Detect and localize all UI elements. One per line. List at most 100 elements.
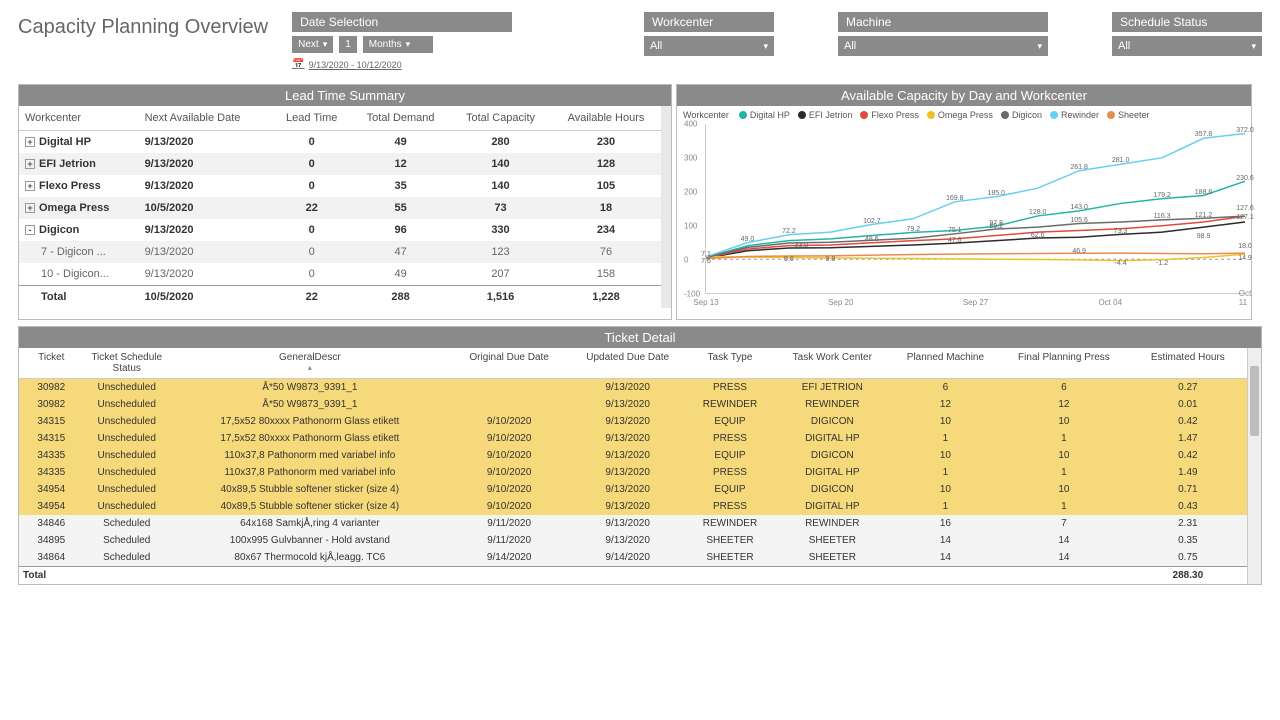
chart-title: Available Capacity by Day and Workcenter: [677, 85, 1251, 106]
chart-data-label: 14.9: [1238, 255, 1252, 262]
lead-row[interactable]: 7 - Digicon ...9/13/202004712376: [19, 241, 661, 263]
legend-item[interactable]: EFI Jetrion: [798, 110, 853, 120]
lead-scrollbar[interactable]: [661, 106, 671, 308]
date-selection-label: Date Selection: [292, 12, 512, 32]
ticket-row[interactable]: 34315Unscheduled17,5x52 80xxxx Pathonorm…: [19, 413, 1247, 430]
expand-icon[interactable]: +: [25, 137, 35, 147]
legend-item[interactable]: Digicon: [1001, 110, 1042, 120]
legend-item[interactable]: Rewinder: [1050, 110, 1099, 120]
calendar-icon: 📅: [292, 59, 304, 70]
ticket-row[interactable]: 34954Unscheduled40x89,5 Stubble softener…: [19, 498, 1247, 515]
lead-time-summary-panel: Lead Time Summary WorkcenterNext Availab…: [18, 84, 672, 320]
chart-data-label: 127.1: [1236, 214, 1254, 221]
lead-total-row: Total10/5/2020222881,5161,228: [19, 286, 661, 309]
lead-col-header[interactable]: Lead Time: [272, 106, 351, 131]
chart-data-label: 116.3: [1154, 213, 1171, 220]
lead-row[interactable]: +EFI Jetrion9/13/2020012140128: [19, 153, 661, 175]
lead-row[interactable]: +Flexo Press9/13/2020035140105: [19, 175, 661, 197]
chart-data-label: 143.0: [1070, 204, 1088, 211]
chart-data-label: 9.6: [784, 256, 794, 263]
expand-icon[interactable]: -: [25, 225, 35, 235]
ticket-detail-title: Ticket Detail: [19, 327, 1261, 348]
ticket-detail-table: TicketTicket Schedule StatusGeneralDescr…: [19, 348, 1247, 584]
legend-swatch-icon: [798, 111, 806, 119]
chart-data-label: 261.8: [1070, 164, 1088, 171]
chart-data-label: 48.6: [865, 236, 879, 243]
ticket-col-header[interactable]: Task Work Center: [773, 348, 892, 379]
machine-filter: Machine All▾: [838, 12, 1048, 56]
ticket-row[interactable]: 34954Unscheduled40x89,5 Stubble softener…: [19, 481, 1247, 498]
workcenter-select[interactable]: All▾: [644, 36, 774, 56]
legend-item[interactable]: Digital HP: [739, 110, 790, 120]
legend-swatch-icon: [927, 111, 935, 119]
lead-row[interactable]: -Digicon9/13/2020096330234: [19, 219, 661, 241]
workcenter-label: Workcenter: [644, 12, 774, 32]
ticket-row[interactable]: 34864Scheduled80x67 Thermocold kjÅ,leagg…: [19, 549, 1247, 567]
expand-icon[interactable]: +: [25, 203, 35, 213]
ticket-col-header[interactable]: Planned Machine: [892, 348, 1000, 379]
ticket-col-header[interactable]: Ticket Schedule Status: [84, 348, 170, 379]
schedule-status-label: Schedule Status: [1112, 12, 1262, 32]
date-selection-filter: Date Selection Next▾ 1 Months▾ 📅9/13/202…: [292, 12, 512, 70]
chart-data-label: 46.9: [1072, 248, 1086, 255]
y-axis-label: 200: [684, 188, 697, 197]
ticket-col-header[interactable]: Estimated Hours: [1129, 348, 1248, 379]
ticket-col-header[interactable]: Ticket: [19, 348, 84, 379]
chart-data-label: 230.6: [1236, 175, 1254, 182]
legend-swatch-icon: [1050, 111, 1058, 119]
lead-col-header[interactable]: Total Demand: [351, 106, 450, 131]
ticket-col-header[interactable]: Updated Due Date: [568, 348, 687, 379]
ticket-row[interactable]: 30982UnscheduledÅ*50 W9873_9391_19/13/20…: [19, 396, 1247, 413]
chart-data-label: 169.8: [946, 195, 964, 202]
ticket-scrollbar[interactable]: [1247, 348, 1261, 584]
lead-col-header[interactable]: Workcenter: [19, 106, 139, 131]
schedule-status-select[interactable]: All▾: [1112, 36, 1262, 56]
chart-data-label: 72.2: [782, 228, 796, 235]
lead-col-header[interactable]: Available Hours: [551, 106, 661, 131]
chart-data-label: 372.0: [1236, 127, 1254, 134]
x-axis-label: Oct 11: [1239, 289, 1251, 307]
lead-row[interactable]: 10 - Digicon...9/13/2020049207158: [19, 263, 661, 286]
date-value-input[interactable]: 1: [339, 36, 357, 53]
lead-row[interactable]: +Omega Press10/5/202022557318: [19, 197, 661, 219]
date-range-display: 📅9/13/2020 - 10/12/2020: [292, 59, 512, 70]
legend-item[interactable]: Omega Press: [927, 110, 993, 120]
machine-select[interactable]: All▾: [838, 36, 1048, 56]
chart-area[interactable]: -1000100200300400Sep 13Sep 20Sep 27Oct 0…: [705, 124, 1245, 294]
ticket-col-header[interactable]: Final Planning Press: [999, 348, 1128, 379]
legend-item[interactable]: Flexo Press: [860, 110, 919, 120]
legend-swatch-icon: [860, 111, 868, 119]
ticket-row[interactable]: 34895Scheduled100x995 Gulvbanner - Hold …: [19, 532, 1247, 549]
ticket-row[interactable]: 30982UnscheduledÅ*50 W9873_9391_19/13/20…: [19, 379, 1247, 397]
chart-data-label: 179.2: [1153, 192, 1171, 199]
ticket-col-header[interactable]: GeneralDescr▴: [170, 348, 450, 379]
ticket-row[interactable]: 34315Unscheduled17,5x52 80xxxx Pathonorm…: [19, 430, 1247, 447]
capacity-chart-panel: Available Capacity by Day and Workcenter…: [676, 84, 1252, 320]
chart-data-label: 62.6: [1031, 232, 1045, 239]
x-axis-label: Sep 20: [828, 298, 853, 307]
expand-icon[interactable]: +: [25, 181, 35, 191]
legend-swatch-icon: [1001, 111, 1009, 119]
ticket-row[interactable]: 34335Unscheduled110x37,8 Pathonorm med v…: [19, 464, 1247, 481]
y-axis-label: 100: [684, 222, 697, 231]
expand-icon[interactable]: +: [25, 159, 35, 169]
scrollbar-thumb[interactable]: [1250, 366, 1259, 436]
y-axis-label: 300: [684, 154, 697, 163]
chart-legend: WorkcenterDigital HPEFI JetrionFlexo Pre…: [683, 110, 1245, 120]
chart-data-label: 188.6: [1195, 189, 1213, 196]
chart-data-label: 33.0: [795, 242, 809, 249]
lead-col-header[interactable]: Next Available Date: [139, 106, 273, 131]
ticket-col-header[interactable]: Original Due Date: [450, 348, 569, 379]
ticket-row[interactable]: 34335Unscheduled110x37,8 Pathonorm med v…: [19, 447, 1247, 464]
schedule-status-filter: Schedule Status All▾: [1112, 12, 1262, 56]
ticket-col-header[interactable]: Task Type: [687, 348, 773, 379]
lead-row[interactable]: +Digital HP9/13/2020049280230: [19, 131, 661, 154]
date-mode-select[interactable]: Next▾: [292, 36, 333, 53]
lead-summary-table: WorkcenterNext Available DateLead TimeTo…: [19, 106, 661, 308]
lead-col-header[interactable]: Total Capacity: [450, 106, 551, 131]
ticket-row[interactable]: 34846Scheduled64x168 SamkjÅ,ring 4 varia…: [19, 515, 1247, 532]
chart-line: [706, 216, 1245, 258]
date-unit-select[interactable]: Months▾: [363, 36, 433, 53]
page-title: Capacity Planning Overview: [18, 12, 268, 39]
legend-item[interactable]: Sheeter: [1107, 110, 1150, 120]
